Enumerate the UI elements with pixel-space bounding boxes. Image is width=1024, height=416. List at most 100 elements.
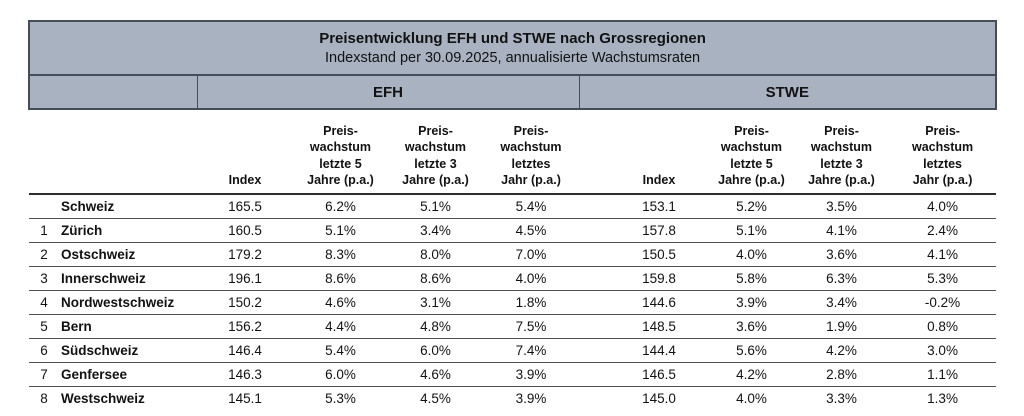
efh-growth-3y: 3.4% xyxy=(420,223,451,238)
row-number: 6 xyxy=(40,343,48,358)
regions-price-table: Preisentwicklung EFH und STWE nach Gross… xyxy=(27,20,998,411)
stwe-growth-1y: 5.3% xyxy=(927,271,958,286)
efh-growth-5y: 5.3% xyxy=(325,391,356,406)
stwe-growth-1y: -0.2% xyxy=(924,295,961,310)
col-header-stwe-growth-3y: Preis- wachstum letzte 3 Jahre (p.a.) xyxy=(794,109,889,195)
col-header-efh-growth-3y: Preis- wachstum letzte 3 Jahre (p.a.) xyxy=(388,109,483,195)
stwe-growth-5y: 3.6% xyxy=(736,319,767,334)
efh-growth-3y: 3.1% xyxy=(420,295,451,310)
stwe-index: 144.4 xyxy=(642,343,676,358)
row-number: 2 xyxy=(40,247,48,262)
efh-growth-1y: 5.4% xyxy=(515,199,547,214)
efh-growth-1y: 3.9% xyxy=(515,367,547,382)
row-number: 7 xyxy=(40,367,48,382)
row-number xyxy=(29,194,59,219)
region-name: Südschweiz xyxy=(61,343,139,358)
spacer-cell xyxy=(579,291,609,315)
row-number: 3 xyxy=(40,271,48,286)
efh-growth-3y: 5.1% xyxy=(420,199,451,214)
efh-index: 145.1 xyxy=(228,391,262,406)
efh-growth-1y: 4.5% xyxy=(515,223,547,238)
efh-growth-5y: 6.0% xyxy=(325,367,356,382)
col-header-efh-growth-5y: Preis- wachstum letzte 5 Jahre (p.a.) xyxy=(293,109,388,195)
col-header-stwe-growth-5y: Preis- wachstum letzte 5 Jahre (p.a.) xyxy=(709,109,794,195)
region-name: Schweiz xyxy=(61,199,115,214)
stwe-growth-5y: 4.2% xyxy=(736,367,767,382)
stwe-growth-1y: 3.0% xyxy=(927,343,958,358)
col-header-stwe-index: Index xyxy=(609,109,709,195)
efh-growth-1y: 1.8% xyxy=(515,295,547,310)
efh-growth-3y: 4.6% xyxy=(420,367,451,382)
stwe-index: 153.1 xyxy=(642,199,676,214)
spacer-cell xyxy=(579,267,609,291)
stwe-growth-3y: 3.6% xyxy=(826,247,857,262)
region-name: Innerschweiz xyxy=(61,271,146,286)
spacer-cell xyxy=(579,387,609,411)
stwe-growth-1y: 4.1% xyxy=(927,247,958,262)
efh-index: 146.3 xyxy=(228,367,262,382)
efh-index: 150.2 xyxy=(228,295,262,310)
col-header-efh-growth-1y: Preis- wachstum letztes Jahr (p.a.) xyxy=(483,109,579,195)
group-header-row: EFH STWE xyxy=(28,75,998,110)
efh-growth-1y: 7.0% xyxy=(515,247,547,262)
stwe-growth-1y: 1.1% xyxy=(927,367,958,382)
stwe-growth-3y: 6.3% xyxy=(826,271,857,286)
efh-growth-5y: 5.4% xyxy=(325,343,356,358)
stwe-growth-3y: 3.5% xyxy=(826,199,857,214)
stwe-growth-3y: 4.2% xyxy=(826,343,857,358)
efh-growth-1y: 7.5% xyxy=(515,319,547,334)
efh-growth-3y: 4.5% xyxy=(420,391,451,406)
title-cell: Preisentwicklung EFH und STWE nach Gross… xyxy=(27,20,998,76)
region-name: Westschweiz xyxy=(61,391,145,406)
stwe-growth-5y: 5.2% xyxy=(736,199,767,214)
region-name: Zürich xyxy=(61,223,103,238)
col-header-empty xyxy=(29,109,197,195)
table-row: 1 Zürich 160.5 5.1% 3.4% 4.5% 157.8 5.1% 4.1% 2.4… xyxy=(29,219,997,243)
efh-index: 196.1 xyxy=(228,271,262,286)
row-number: 1 xyxy=(40,223,48,238)
table-title: Preisentwicklung EFH und STWE nach Gross… xyxy=(319,30,706,48)
stwe-growth-1y: 0.8% xyxy=(927,319,958,334)
efh-growth-5y: 4.6% xyxy=(325,295,356,310)
efh-growth-3y: 8.6% xyxy=(420,271,451,286)
table-row: 8 Westschweiz 145.1 5.3% 4.5% 3.9% 145.0 4.0% 3.… xyxy=(29,387,996,411)
group-header-empty xyxy=(28,75,198,110)
table-body: Schweiz 165.5 6.2% 5.1% 5.4% 153.1 5.2% 3.5% 4.0… xyxy=(29,194,997,411)
efh-index: 165.5 xyxy=(228,199,262,214)
table-subtitle: Indexstand per 30.09.2025, annualisierte… xyxy=(325,50,701,67)
stwe-index: 145.0 xyxy=(642,391,676,406)
group-header-efh: EFH xyxy=(197,75,580,110)
stwe-growth-3y: 3.3% xyxy=(826,391,857,406)
efh-growth-3y: 4.8% xyxy=(420,319,451,334)
region-name: Ostschweiz xyxy=(61,247,136,262)
stwe-growth-3y: 3.4% xyxy=(826,295,857,310)
spacer-cell xyxy=(579,194,609,219)
stwe-growth-5y: 5.6% xyxy=(736,343,767,358)
row-number: 5 xyxy=(40,319,48,334)
efh-growth-1y: 4.0% xyxy=(515,271,547,286)
title-row: Preisentwicklung EFH und STWE nach Gross… xyxy=(27,20,998,76)
stwe-growth-3y: 4.1% xyxy=(826,223,857,238)
stwe-growth-5y: 3.9% xyxy=(736,295,767,310)
stwe-growth-5y: 5.8% xyxy=(736,271,767,286)
efh-index: 146.4 xyxy=(228,343,262,358)
stwe-growth-5y: 4.0% xyxy=(736,247,767,262)
row-number: 4 xyxy=(40,295,48,310)
efh-growth-3y: 8.0% xyxy=(420,247,451,262)
stwe-growth-3y: 2.8% xyxy=(826,367,857,382)
spacer-cell xyxy=(579,243,609,267)
stwe-growth-3y: 1.9% xyxy=(826,319,857,334)
stwe-index: 148.5 xyxy=(642,319,676,334)
stwe-growth-5y: 4.0% xyxy=(736,391,767,406)
spacer-cell xyxy=(579,219,609,243)
stwe-growth-1y: 1.3% xyxy=(927,391,958,406)
column-header-row: Index Preis- wachstum letzte 5 Jahre (p.… xyxy=(29,109,997,195)
col-header-stwe-growth-1y: Preis- wachstum letztes Jahr (p.a.) xyxy=(889,109,997,195)
col-header-spacer xyxy=(579,109,609,195)
stwe-index: 144.6 xyxy=(642,295,676,310)
stwe-growth-1y: 4.0% xyxy=(927,199,958,214)
region-name: Nordwestschweiz xyxy=(61,295,175,310)
table-row: 5 Bern 156.2 4.4% 4.8% 7.5% 148.5 3.6% 1.9% 0.8% xyxy=(29,315,997,339)
efh-index: 160.5 xyxy=(228,223,262,238)
